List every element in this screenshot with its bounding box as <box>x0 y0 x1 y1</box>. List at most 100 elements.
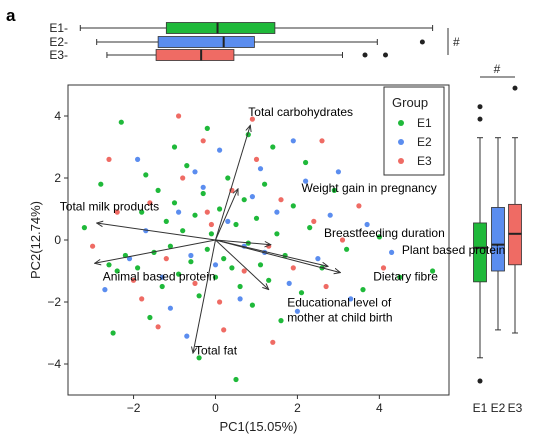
loading-arrow-total-carbohydrates <box>215 125 250 241</box>
scatter-point-e1 <box>106 262 112 268</box>
scatter-point-e1 <box>233 376 239 383</box>
scatter-point-e2 <box>176 209 182 215</box>
top-box-e2 <box>157 36 255 48</box>
scatter-point-e3 <box>356 203 362 209</box>
scatter-point-e1 <box>196 293 202 299</box>
scatter-point-e3 <box>176 113 182 119</box>
loading-label-dietary-fibre: Dietary fibre <box>373 269 438 283</box>
x-axis-title: PC1(15.05%) <box>219 419 297 434</box>
scatter-point-e3 <box>204 209 210 215</box>
loading-label-weight-gain-in-pregnancy: Weight gain in pregnancy <box>302 181 437 195</box>
scatter-point-e3 <box>217 299 223 305</box>
scatter-point-e1 <box>171 200 178 206</box>
scatter-point-e3 <box>208 221 214 228</box>
loading-arrow-educational-level-of-mother-at-child-birth <box>215 239 268 290</box>
loading-label-line: Animal based protein <box>103 269 216 283</box>
scatter-point-e3 <box>311 218 317 224</box>
scatter-point-e2 <box>249 194 255 200</box>
scatter-point-e1 <box>176 271 182 277</box>
loading-label-total-carbohydrates: Total carbohydrates <box>248 105 353 119</box>
y-tick-label: 0 <box>54 233 61 247</box>
x-tick-label: 4 <box>376 401 383 415</box>
scatter-point-e1 <box>217 206 223 212</box>
scatter-point-e1 <box>397 274 403 280</box>
top-box-label-e3: E3- <box>49 48 68 62</box>
top-significance-mark: # <box>453 35 460 49</box>
scatter-point-e1 <box>139 209 145 215</box>
scatter-point-e2 <box>290 138 296 144</box>
scatter-point-e1 <box>221 256 227 262</box>
scatter-point-e2 <box>135 156 141 162</box>
scatter-point-e3 <box>278 197 284 203</box>
scatter-point-e2 <box>225 218 231 224</box>
scatter-point-e2 <box>327 212 333 218</box>
legend-label-e2: E2 <box>417 135 432 149</box>
scatter-point-e3 <box>270 339 276 345</box>
scatter-point-e1 <box>274 231 280 237</box>
scatter-point-e1 <box>180 228 186 234</box>
y-axis-title: PC2(12.74%) <box>28 201 43 279</box>
scatter-point-e3 <box>130 277 137 283</box>
top-outlier-e2 <box>419 39 425 45</box>
scatter-point-e1 <box>135 265 141 271</box>
legend-swatch-e1 <box>398 120 404 126</box>
scatter-point-e1 <box>225 175 231 181</box>
scatter-point-e1 <box>110 330 116 336</box>
scatter-point-e1 <box>229 265 235 271</box>
loading-label-total-milk-products: Total milk products <box>60 200 159 214</box>
scatter-point-e1 <box>376 234 382 240</box>
legend-swatch-e3 <box>398 158 404 164</box>
scatter-point-e3 <box>200 138 206 144</box>
scatter-point-e1 <box>200 190 206 197</box>
scatter-point-e1 <box>159 283 165 290</box>
right-outlier-e1 <box>477 116 483 122</box>
scatter-point-e1 <box>262 181 268 187</box>
right-box-label-e1: E1 <box>473 401 488 415</box>
loading-label-animal-based-protein: Animal based protein <box>103 269 216 283</box>
scatter-point-e1 <box>163 218 169 224</box>
x-tick-label: 0 <box>212 401 219 415</box>
scatter-point-e3 <box>114 209 120 215</box>
scatter-point-e2 <box>315 256 321 262</box>
right-significance-mark: # <box>494 62 501 76</box>
scatter-point-e1 <box>303 159 309 166</box>
right-outlier-e1 <box>477 378 483 384</box>
loading-label-line: Breastfeeding duration <box>324 226 445 240</box>
scatter-point-e1 <box>208 231 214 237</box>
scatter-point-e1 <box>192 212 198 218</box>
scatter-point-e1 <box>270 144 276 150</box>
top-box-label-e1: E1- <box>49 21 68 35</box>
scatter-point-e3 <box>241 268 247 274</box>
top-box-e3 <box>155 49 235 61</box>
scatter-point-e3 <box>339 237 346 243</box>
scatter-point-e1 <box>155 187 161 193</box>
scatter-point-e3 <box>139 296 145 302</box>
loading-arrow-breastfeeding-duration <box>215 239 270 245</box>
scatter-point-e2 <box>257 166 264 172</box>
scatter-panel: −2 0 2 4 −4 −2 0 2 4 PC1(15.05%) PC2(12.74%) Total … <box>28 84 505 434</box>
scatter-point-e3 <box>106 156 112 162</box>
scatter-point-e1 <box>249 302 255 308</box>
scatter-point-e3 <box>221 327 227 333</box>
scatter-point-e1 <box>430 268 436 274</box>
scatter-point-e1 <box>331 187 337 193</box>
scatter-point-e2 <box>294 308 300 314</box>
loading-label-line: Total carbohydrates <box>248 105 353 119</box>
scatter-point-e1 <box>257 262 264 268</box>
scatter-point-e1 <box>98 181 104 187</box>
scatter-point-e2 <box>102 287 108 293</box>
scatter-point-e1 <box>360 287 366 293</box>
scatter-point-e3 <box>163 256 169 262</box>
loading-label-line: mother at child birth <box>287 311 392 325</box>
loading-arrow-dietary-fibre <box>215 239 340 273</box>
scatter-point-e3 <box>192 280 198 286</box>
loading-label-line: Dietary fibre <box>373 269 438 283</box>
x-tick-label: −2 <box>127 401 141 415</box>
y-tick-label: 2 <box>54 171 61 185</box>
right-box-e2 <box>491 207 505 272</box>
scatter-point-e3 <box>249 116 255 122</box>
scatter-point-e1 <box>278 318 284 324</box>
right-box-label-e3: E3 <box>508 401 523 415</box>
scatter-point-e1 <box>233 221 239 228</box>
